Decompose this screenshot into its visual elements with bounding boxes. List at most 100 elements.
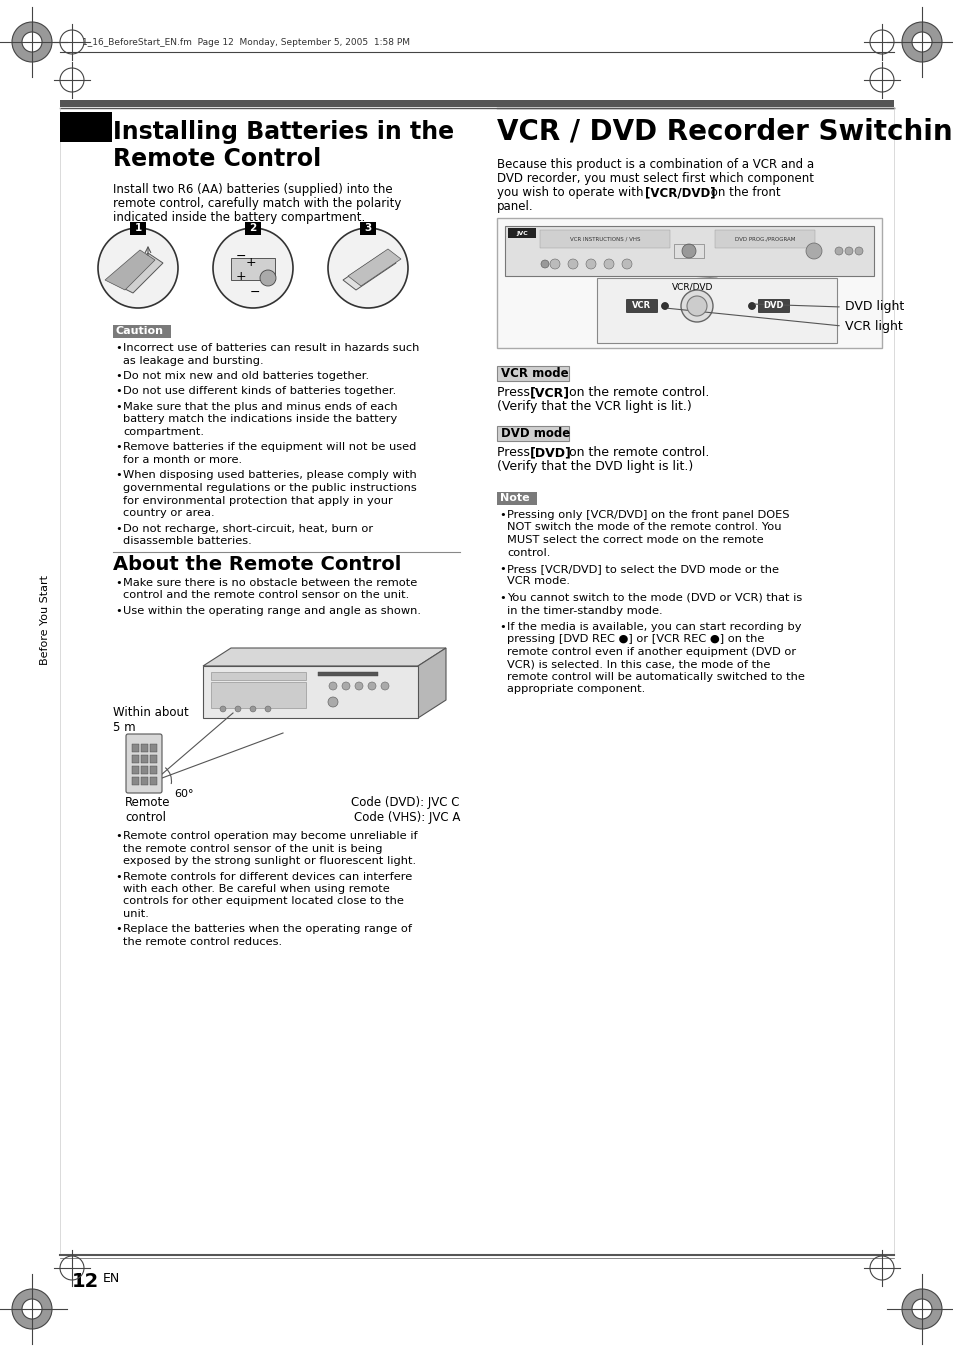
Text: Because this product is a combination of a VCR and a: Because this product is a combination of… [497,158,813,172]
Text: MUST select the correct mode on the remote: MUST select the correct mode on the remo… [506,535,762,544]
Text: Press: Press [497,446,534,459]
Text: panel.: panel. [497,200,533,213]
Text: Install two R6 (AA) batteries (supplied) into the: Install two R6 (AA) batteries (supplied)… [112,182,393,196]
Text: •: • [115,372,122,381]
Bar [132,744,139,753]
Polygon shape [343,253,395,290]
Text: pressing [DVD REC ●] or [VCR REC ●] on the: pressing [DVD REC ●] or [VCR REC ●] on t… [506,635,763,644]
Text: •: • [115,523,122,534]
Circle shape [911,1300,931,1319]
Bar [141,744,148,753]
Bar [150,777,157,785]
Bar [507,228,536,238]
Text: in the timer-standby mode.: in the timer-standby mode. [506,605,662,616]
Polygon shape [417,648,446,717]
FancyBboxPatch shape [758,299,789,313]
Text: remote control, carefully match with the polarity: remote control, carefully match with the… [112,197,401,209]
Text: indicated inside the battery compartment.: indicated inside the battery compartment… [112,211,365,224]
Circle shape [748,303,755,309]
Circle shape [686,296,706,316]
Text: +: + [246,257,256,269]
Text: VCR: VCR [632,301,651,311]
Circle shape [12,1289,52,1329]
FancyBboxPatch shape [625,299,658,313]
Text: Press [VCR/DVD] to select the DVD mode or the: Press [VCR/DVD] to select the DVD mode o… [506,563,779,574]
Text: VCR / DVD Recorder Switching: VCR / DVD Recorder Switching [497,118,953,146]
Text: unit.: unit. [123,909,149,919]
Text: VCR mode: VCR mode [500,367,568,380]
Text: •: • [115,386,122,396]
Circle shape [621,259,631,269]
Text: the remote control reduces.: the remote control reduces. [123,938,282,947]
FancyBboxPatch shape [126,734,162,793]
Bar [497,218,882,349]
Text: •: • [115,403,122,412]
Text: battery match the indications inside the battery: battery match the indications inside the… [123,415,396,424]
Text: If the media is available, you can start recording by: If the media is available, you can start… [506,621,801,632]
Circle shape [844,247,852,255]
Bar [497,366,568,381]
Text: [DVD]: [DVD] [530,446,571,459]
Text: Do not recharge, short-circuit, heat, burn or: Do not recharge, short-circuit, heat, bu… [123,523,373,534]
Circle shape [22,32,42,51]
Text: •: • [115,443,122,453]
Circle shape [368,682,375,690]
Circle shape [805,243,821,259]
Circle shape [901,22,941,62]
Text: Note: Note [499,493,529,503]
Text: remote control even if another equipment (DVD or: remote control even if another equipment… [506,647,796,657]
Bar [60,112,112,142]
Text: Remote
control: Remote control [125,796,171,824]
Circle shape [250,707,255,712]
Polygon shape [105,250,154,290]
Circle shape [901,1289,941,1329]
Text: 3: 3 [364,223,372,232]
Text: •: • [498,563,505,574]
Text: country or area.: country or area. [123,508,214,517]
Text: •: • [498,593,505,603]
Bar [132,777,139,785]
Text: on the remote control.: on the remote control. [564,386,709,399]
Text: −: − [235,250,246,263]
Circle shape [585,259,596,269]
Bar [132,766,139,774]
Circle shape [911,32,931,51]
Text: compartment.: compartment. [123,427,204,436]
Circle shape [98,228,178,308]
Text: •: • [115,871,122,881]
Text: Remove batteries if the equipment will not be used: Remove batteries if the equipment will n… [123,443,416,453]
Circle shape [854,247,862,255]
Text: [VCR]: [VCR] [530,386,570,399]
Text: Remote controls for different devices can interfere: Remote controls for different devices ca… [123,871,412,881]
Bar [112,326,171,338]
Circle shape [341,682,350,690]
Circle shape [550,259,559,269]
Text: VCR INSTRUCTIONS / VHS: VCR INSTRUCTIONS / VHS [569,236,639,242]
Bar [141,777,148,785]
Text: 60°: 60° [173,789,193,798]
Text: •: • [115,831,122,842]
Bar [203,666,417,717]
Bar [714,230,814,249]
Text: DVD light: DVD light [844,300,903,313]
Text: •: • [115,470,122,481]
Text: •: • [115,343,122,353]
Text: the remote control sensor of the unit is being: the remote control sensor of the unit is… [123,843,382,854]
Circle shape [834,247,842,255]
Bar [497,100,893,107]
Text: Within about
5 m: Within about 5 m [112,707,189,734]
Text: control.: control. [506,547,550,558]
Text: JVC: JVC [516,231,527,235]
Bar [497,492,537,505]
Text: (Verify that the DVD light is lit.): (Verify that the DVD light is lit.) [497,459,693,473]
Text: −: − [250,286,260,299]
Text: Caution: Caution [116,326,164,336]
Bar [317,671,377,676]
Circle shape [328,228,408,308]
Bar [597,278,836,343]
Text: for a month or more.: for a month or more. [123,455,242,465]
Text: Do not mix new and old batteries together.: Do not mix new and old batteries togethe… [123,372,369,381]
Text: VCR mode.: VCR mode. [506,577,569,586]
Bar [130,222,146,235]
Circle shape [380,682,389,690]
